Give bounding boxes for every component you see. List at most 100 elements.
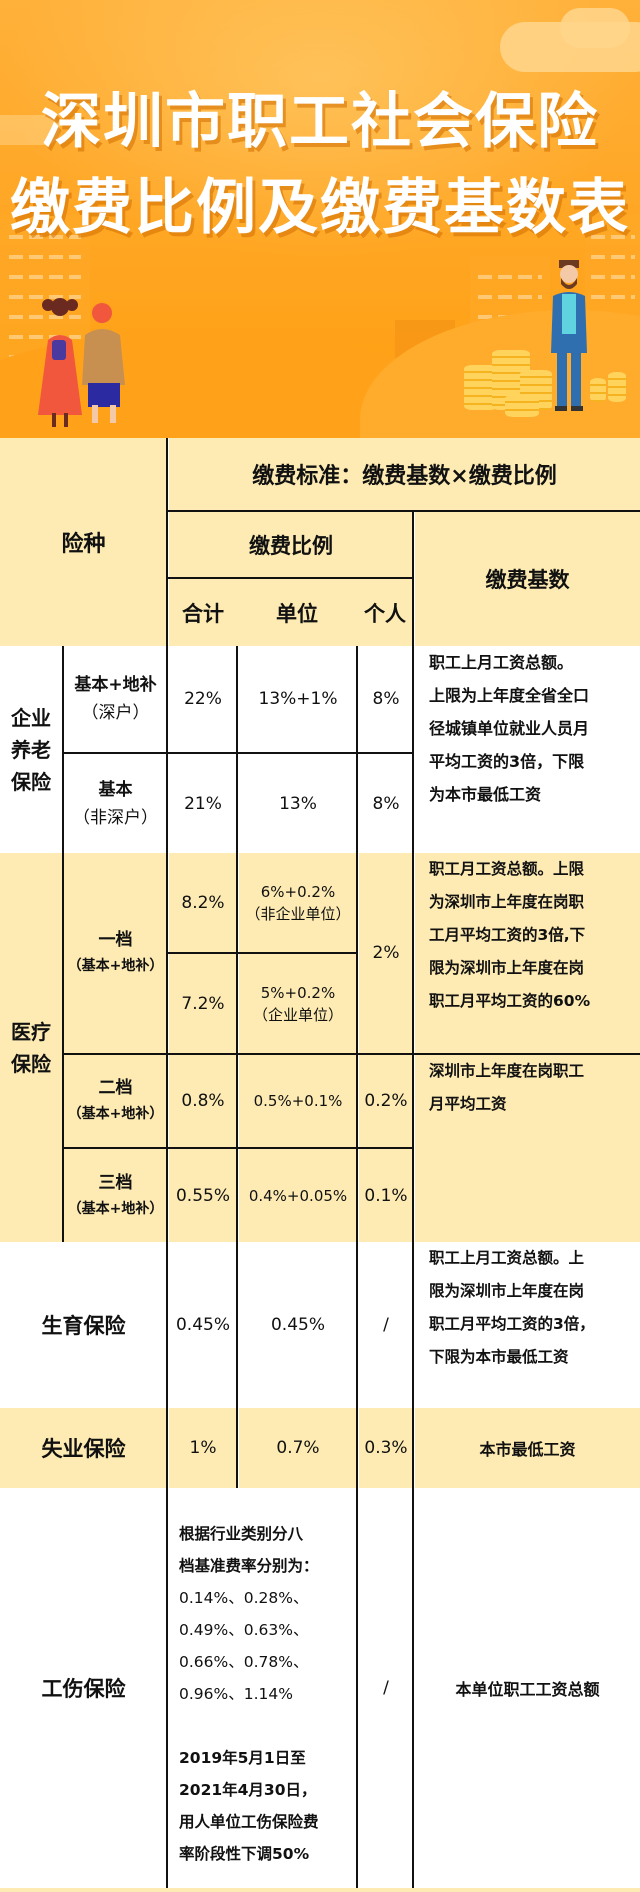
base-line: 限为深圳市上年度在岗	[429, 959, 585, 977]
contribution-table: 险种 缴费标准：缴费基数×缴费比例 缴费比例 缴费基数 合计 单位 个人 企业 …	[0, 438, 640, 1892]
cloud-right-small	[560, 8, 630, 48]
unemployment-individual: 0.3%	[359, 1408, 413, 1488]
header-banner: 深圳市职工社会保险 缴费比例及缴费基数表	[0, 0, 640, 438]
unemployment-base: 本市最低工资	[415, 1408, 640, 1488]
title-line-1: 深圳市职工社会保险	[41, 87, 599, 157]
header-standard-formula: 缴费标准：缴费基数×缴费比例	[169, 438, 640, 510]
grid-line	[166, 952, 358, 954]
base-line: 为深圳市上年度在岗职	[429, 893, 585, 911]
pension-total-shenzhen: 22%	[169, 646, 237, 752]
pension-type-shenzhen: 基本+地补 （深户）	[64, 646, 167, 752]
medical-tier2-total: 0.8%	[169, 1055, 237, 1147]
unemployment-category: 失业保险	[0, 1408, 167, 1488]
grid-line	[62, 646, 64, 1242]
rate-note-line: 0.14%、0.28%、	[179, 1589, 309, 1607]
rate-note-line: 0.66%、0.78%、	[179, 1653, 309, 1671]
type-label: 一档	[98, 930, 133, 950]
pension-individual-non-shenzhen: 8%	[359, 754, 413, 853]
base-line: 下限为本市最低工资	[429, 1348, 569, 1366]
medical-tier2-individual: 0.2%	[359, 1055, 413, 1147]
rate-note-line: 根据行业类别分八	[179, 1525, 304, 1543]
rate-note-line: 0.96%、1.14%	[179, 1685, 293, 1703]
pension-individual-shenzhen: 8%	[359, 646, 413, 752]
rate-note-line: 0.49%、0.63%、	[179, 1621, 309, 1639]
type-label: 基本+地补	[74, 675, 157, 695]
medical-tier1-type: 一档 （基本+地补）	[64, 853, 167, 1053]
pension-category-line: 保险	[11, 769, 51, 794]
employer-rate: 6%+0.2%	[260, 882, 336, 901]
base-line: 职工上月工资总额。上	[429, 1249, 585, 1267]
type-sublabel: （基本+地补）	[67, 1200, 164, 1217]
medical-tier3-total: 0.55%	[169, 1149, 237, 1242]
base-line: 径城镇单位就业人员月	[429, 719, 590, 738]
pension-total-non-shenzhen: 21%	[169, 754, 237, 853]
coin-stack-5	[590, 378, 606, 402]
header-employer: 单位	[237, 579, 357, 646]
medical-tier2-employer: 0.5%+0.1%	[239, 1055, 357, 1147]
unemployment-total: 1%	[169, 1408, 237, 1488]
maternity-total: 0.45%	[169, 1242, 237, 1408]
medical-category-line: 保险	[11, 1051, 51, 1076]
medical-tier1-base: 职工月工资总额。上限 为深圳市上年度在岗职 工月平均工资的3倍,下 限为深圳市上…	[415, 853, 640, 1053]
medical-category-line: 医疗	[11, 1019, 51, 1044]
base-line: 职工月平均工资的3倍，	[429, 1315, 595, 1333]
rate-note-line: 2019年5月1日至	[179, 1749, 306, 1767]
coin-stack-6	[608, 372, 626, 402]
unemployment-employer: 0.7%	[239, 1408, 357, 1488]
grid-line	[62, 1147, 414, 1149]
rate-note-line: 2021年4月30日，	[179, 1781, 317, 1799]
type-label: 三档	[98, 1172, 133, 1193]
grid-line	[62, 1053, 640, 1055]
base-line: 职工月工资总额。上限	[429, 860, 585, 878]
man-illustration	[551, 260, 587, 411]
pension-category-line: 企业	[11, 705, 51, 730]
grid-line	[412, 512, 414, 1888]
maternity-category: 生育保险	[0, 1242, 167, 1408]
employer-note: （非企业单位）	[245, 904, 351, 923]
grid-line	[166, 577, 414, 579]
coin-stack-4	[505, 395, 539, 417]
medical-tier2-type: 二档 （基本+地补）	[64, 1055, 167, 1147]
header-total: 合计	[169, 579, 237, 646]
grid-line	[166, 510, 640, 512]
base-line: 深圳市上年度在岗职工	[429, 1062, 585, 1080]
pension-type-non-shenzhen: 基本 （非深户）	[64, 754, 167, 853]
rate-note-line: 档基准费率分别为：	[179, 1557, 319, 1575]
base-line: 限为深圳市上年度在岗	[429, 1282, 585, 1300]
pension-employer-non-shenzhen: 13%	[239, 754, 357, 853]
employer-rate: 5%+0.2%	[260, 983, 336, 1002]
base-line: 平均工资的3倍，下限	[429, 752, 585, 771]
maternity-base: 职工上月工资总额。上 限为深圳市上年度在岗 职工月平均工资的3倍， 下限为本市最…	[415, 1242, 640, 1408]
injury-individual: /	[359, 1488, 413, 1888]
type-sublabel: （基本+地补）	[67, 1106, 164, 1122]
pension-base: 职工上月工资总额。 上限为上年度全省全口 径城镇单位就业人员月 平均工资的3倍，…	[415, 646, 640, 853]
medical-tier3-type: 三档 （基本+地补）	[64, 1149, 167, 1242]
header-insurance-type: 险种	[0, 438, 167, 646]
grid-line	[356, 646, 358, 1888]
medical-category: 医疗 保险	[0, 853, 62, 1242]
base-line: 月平均工资	[429, 1095, 507, 1113]
pension-category: 企业 养老 保险	[0, 646, 62, 853]
base-line: 工月平均工资的3倍,下	[429, 926, 586, 944]
type-sublabel: （深户）	[81, 703, 150, 723]
pension-category-line: 养老	[11, 737, 51, 762]
rate-note-line: 用人单位工伤保险费	[179, 1813, 319, 1831]
employer-note: （企业单位）	[252, 1005, 343, 1024]
grid-line	[166, 438, 168, 1888]
medical-tier1-total-non-enterprise: 8.2%	[169, 853, 237, 952]
pension-employer-shenzhen: 13%+1%	[239, 646, 357, 752]
rate-note-line: 率阶段性下调50%	[179, 1845, 310, 1863]
medical-tier1-total-enterprise: 7.2%	[169, 954, 237, 1053]
type-sublabel: （基本+地补）	[67, 958, 164, 974]
base-line: 为本市最低工资	[429, 785, 542, 804]
couple-illustration	[38, 298, 125, 427]
title-line-2: 缴费比例及缴费基数表	[10, 173, 630, 243]
cloud-left	[0, 115, 60, 145]
grid-line	[62, 752, 414, 754]
header-individual: 个人	[357, 579, 413, 646]
base-line: 职工上月工资总额。	[429, 653, 574, 672]
medical-tier23-base: 深圳市上年度在岗职工 月平均工资	[415, 1055, 640, 1242]
type-label: 基本	[98, 779, 133, 800]
medical-tier3-individual: 0.1%	[359, 1149, 413, 1242]
type-sublabel: （非深户）	[73, 807, 158, 828]
